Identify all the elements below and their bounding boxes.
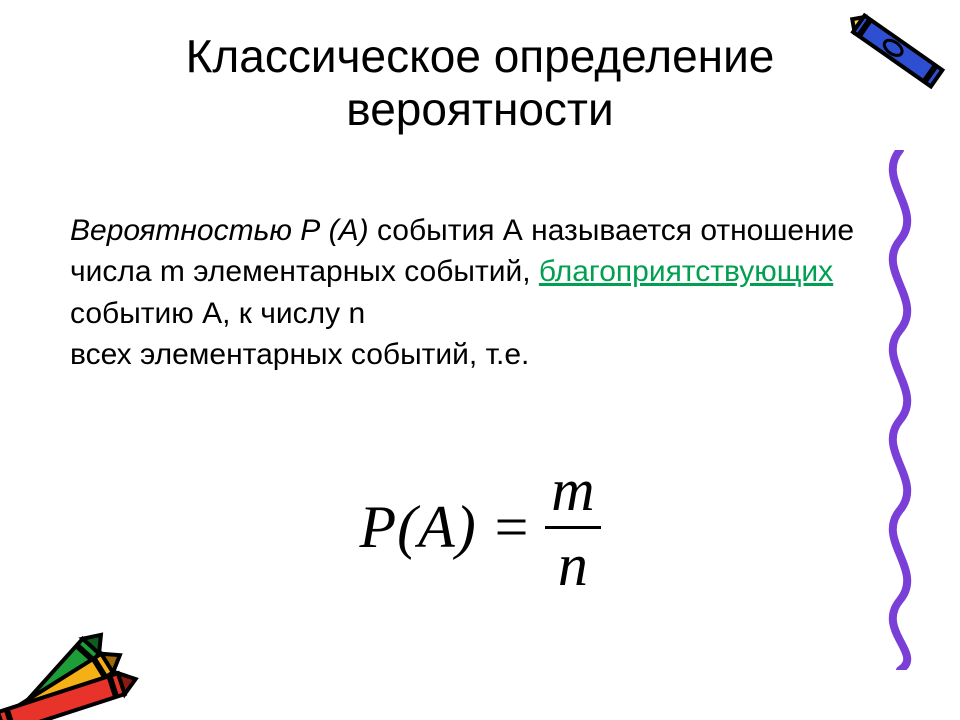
formula-denominator: n — [552, 529, 594, 595]
slide-body: Вероятностью Р (А) события А называется … — [70, 210, 870, 376]
formula-equals: = — [491, 493, 532, 562]
slide-title: Классическое определение вероятности — [60, 30, 900, 136]
formula-fraction: m n — [545, 460, 600, 595]
formula-lhs: P(A) — [359, 493, 476, 562]
formula-block: P(A) = m n — [0, 460, 960, 595]
formula-numerator: m — [545, 460, 600, 526]
body-part2: событию А, к числу n — [70, 297, 365, 330]
body-part3: всех элементарных событий, т.е. — [70, 338, 529, 371]
body-lead-italic: Вероятностью Р (А) — [70, 214, 377, 247]
body-link: благоприятствующих — [539, 255, 833, 288]
